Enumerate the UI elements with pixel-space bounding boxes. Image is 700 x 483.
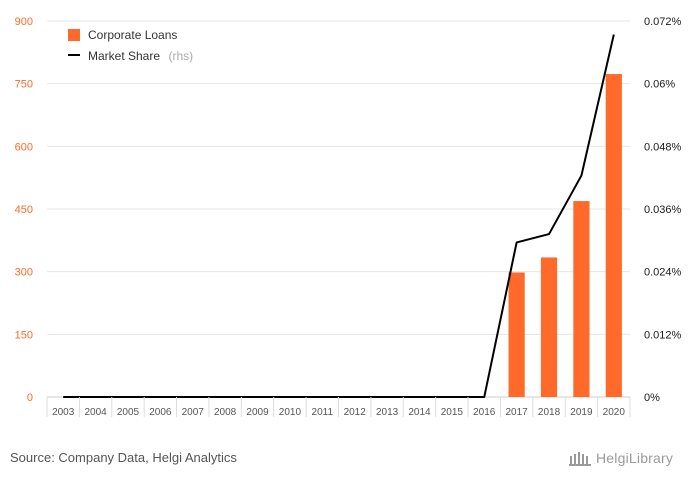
bar-corporate-loans bbox=[605, 74, 622, 398]
x-tick-label: 2013 bbox=[376, 407, 399, 418]
bar-corporate-loans bbox=[508, 272, 525, 397]
left-tick-label: 300 bbox=[15, 267, 33, 279]
left-tick-label: 0 bbox=[27, 392, 33, 404]
right-tick-label: 0% bbox=[644, 392, 660, 404]
helgi-library-logo: HelgiLibrary bbox=[568, 447, 673, 469]
x-tick-label: 2009 bbox=[246, 407, 269, 418]
legend-label-market-share-suffix: (rhs) bbox=[168, 49, 193, 63]
right-tick-label: 0.024% bbox=[644, 267, 682, 279]
line-market-share bbox=[63, 34, 615, 398]
bar-corporate-loans bbox=[540, 257, 558, 397]
x-tick-label: 2014 bbox=[408, 407, 431, 418]
legend: Corporate Loans Market Share (rhs) bbox=[68, 28, 193, 64]
x-tick-label: 2010 bbox=[279, 407, 302, 418]
library-building-icon bbox=[569, 452, 591, 466]
right-tick-label: 0.06% bbox=[644, 79, 675, 91]
right-tick-label: 0.048% bbox=[644, 141, 682, 153]
legend-swatch-corporate-loans bbox=[68, 29, 80, 41]
line-series bbox=[63, 34, 615, 398]
left-tick-label: 450 bbox=[15, 204, 33, 216]
left-tick-label: 150 bbox=[15, 329, 33, 341]
x-tick-label: 2005 bbox=[117, 407, 140, 418]
bar-series bbox=[508, 74, 622, 398]
right-tick-label: 0.036% bbox=[644, 204, 682, 216]
x-tick-label: 2004 bbox=[84, 407, 107, 418]
bar-corporate-loans bbox=[573, 201, 590, 397]
legend-label-market-share-text: Market Share bbox=[88, 49, 160, 63]
x-tick-label: 2020 bbox=[603, 407, 626, 418]
x-tick-label: 2012 bbox=[344, 407, 367, 418]
x-tick-label: 2016 bbox=[473, 407, 496, 418]
x-tick-label: 2011 bbox=[312, 407, 334, 418]
legend-label-market-share: Market Share (rhs) bbox=[88, 47, 193, 64]
x-tick-label: 2018 bbox=[538, 407, 561, 418]
left-tick-label: 900 bbox=[15, 16, 33, 28]
left-tick-label: 750 bbox=[15, 79, 33, 91]
source-note: Source: Company Data, Helgi Analytics bbox=[10, 450, 237, 465]
left-tick-label: 600 bbox=[15, 141, 33, 153]
logo-text: HelgiLibrary bbox=[596, 450, 674, 466]
grid-lines bbox=[47, 20, 630, 398]
legend-label-corporate-loans: Corporate Loans bbox=[88, 28, 177, 42]
right-axis: 0% 0.012% 0.024% 0.036% 0.048% 0.06% 0.072% bbox=[644, 16, 682, 404]
x-tick-label: 2003 bbox=[52, 407, 75, 418]
x-axis: 2003 2004 2005 2006 2007 2008 2009 2010 2011 2012… bbox=[46, 397, 631, 418]
left-axis: 0 150 300 450 600 750 900 bbox=[15, 16, 33, 404]
chart: 0 150 300 450 600 750 900 0% 0.012% 0.024% 0.036%… bbox=[15, 16, 682, 418]
x-tick-label: 2007 bbox=[182, 407, 205, 418]
x-tick-label: 2006 bbox=[149, 407, 172, 418]
x-tick-label: 2019 bbox=[570, 407, 593, 418]
x-tick-label: 2017 bbox=[506, 407, 529, 418]
x-tick-label: 2008 bbox=[214, 407, 237, 418]
right-tick-label: 0.072% bbox=[644, 16, 682, 28]
x-tick-label: 2015 bbox=[441, 407, 464, 418]
right-tick-label: 0.012% bbox=[644, 329, 682, 341]
